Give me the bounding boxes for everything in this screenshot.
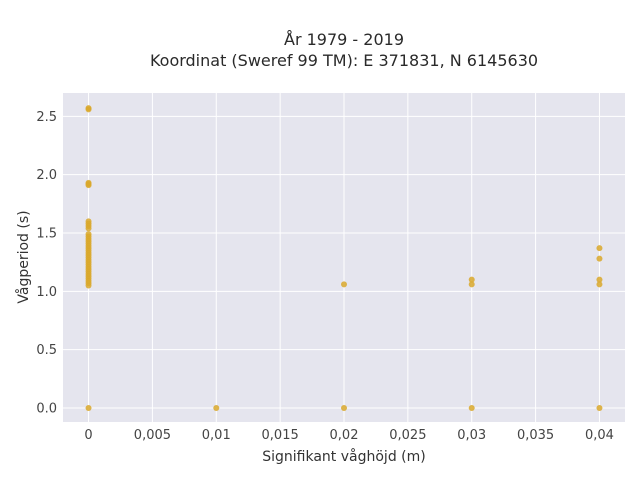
x-axis-ticks: 0 0,005 0,01 0,015 0,02 0,025 0,03 0,035 0,04	[84, 428, 614, 443]
data-point	[468, 405, 475, 411]
y-axis-ticks: 0.0 0.5 1.0 1.5 2.0 2.5	[36, 110, 57, 417]
x-tick-label: 0	[84, 428, 92, 443]
data-point	[596, 255, 603, 262]
data-point	[85, 282, 92, 289]
y-tick-label: 2.0	[36, 168, 57, 183]
x-tick-label: 0,025	[389, 428, 426, 443]
y-axis-title: Vågperiod (s)	[15, 210, 32, 303]
data-point	[596, 245, 603, 252]
data-point	[596, 281, 603, 288]
x-tick-label: 0,015	[262, 428, 299, 443]
y-tick-label: 0.5	[36, 343, 57, 358]
chart-title-line1: År 1979 - 2019	[284, 30, 404, 49]
data-point	[341, 405, 347, 411]
y-tick-label: 1.0	[36, 285, 57, 300]
data-point	[85, 405, 92, 411]
chart-title-line2: Koordinat (Sweref 99 TM): E 371831, N 61…	[150, 51, 538, 70]
x-tick-label: 0,04	[585, 428, 614, 443]
data-point	[596, 276, 603, 283]
x-tick-label: 0,035	[517, 428, 554, 443]
data-point	[85, 225, 92, 232]
y-tick-label: 0.0	[36, 402, 57, 417]
data-point	[213, 405, 220, 411]
y-tick-label: 1.5	[36, 227, 57, 242]
data-point	[468, 276, 475, 283]
data-point	[85, 106, 92, 113]
data-point	[341, 281, 347, 288]
y-tick-label: 2.5	[36, 110, 57, 125]
data-points	[85, 105, 603, 411]
x-tick-label: 0,005	[134, 428, 171, 443]
x-tick-label: 0,03	[457, 428, 486, 443]
data-point	[468, 281, 475, 288]
x-tick-label: 0,01	[202, 428, 231, 443]
x-axis-title: Signifikant våghöjd (m)	[262, 448, 425, 465]
data-point	[596, 405, 603, 411]
x-tick-label: 0,02	[330, 428, 359, 443]
data-point	[85, 182, 92, 189]
